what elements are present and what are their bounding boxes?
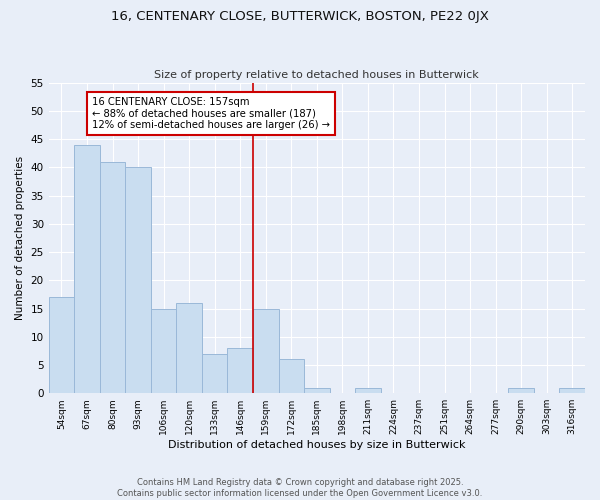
- Text: Contains HM Land Registry data © Crown copyright and database right 2025.
Contai: Contains HM Land Registry data © Crown c…: [118, 478, 482, 498]
- Bar: [74, 145, 100, 393]
- Text: 16, CENTENARY CLOSE, BUTTERWICK, BOSTON, PE22 0JX: 16, CENTENARY CLOSE, BUTTERWICK, BOSTON,…: [111, 10, 489, 23]
- X-axis label: Distribution of detached houses by size in Butterwick: Distribution of detached houses by size …: [168, 440, 466, 450]
- Bar: [49, 297, 74, 393]
- Title: Size of property relative to detached houses in Butterwick: Size of property relative to detached ho…: [154, 70, 479, 81]
- Bar: [202, 354, 227, 393]
- Bar: [100, 162, 125, 393]
- Bar: [125, 168, 151, 393]
- Bar: [227, 348, 253, 393]
- Bar: [304, 388, 329, 393]
- Bar: [355, 388, 380, 393]
- Bar: [151, 308, 176, 393]
- Text: 16 CENTENARY CLOSE: 157sqm
← 88% of detached houses are smaller (187)
12% of sem: 16 CENTENARY CLOSE: 157sqm ← 88% of deta…: [92, 97, 330, 130]
- Bar: [176, 303, 202, 393]
- Bar: [253, 308, 278, 393]
- Bar: [278, 360, 304, 393]
- Y-axis label: Number of detached properties: Number of detached properties: [15, 156, 25, 320]
- Bar: [508, 388, 534, 393]
- Bar: [559, 388, 585, 393]
